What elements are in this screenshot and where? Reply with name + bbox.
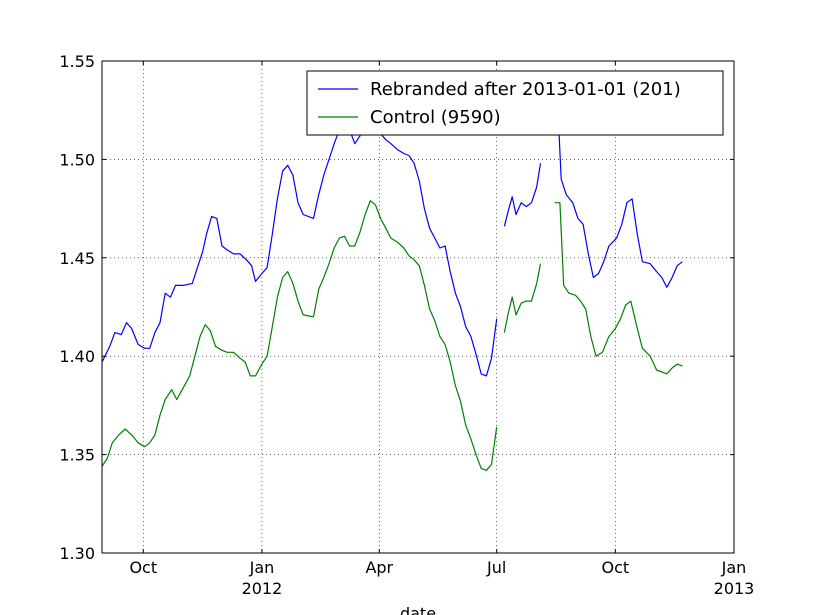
series-line-rebranded — [556, 96, 683, 288]
legend-label-rebranded: Rebranded after 2013-01-01 (201) — [370, 79, 681, 100]
x-tick-label: Oct — [602, 558, 630, 577]
series-line-control — [102, 200, 498, 471]
x-axis-label: date — [400, 604, 436, 615]
legend-frame — [306, 70, 724, 136]
x-tick-label: Jan — [721, 558, 747, 577]
series-line-control — [503, 263, 542, 333]
y-tick-label: 1.40 — [59, 347, 95, 366]
legend: Rebranded after 2013-01-01 (201) Control… — [306, 70, 724, 136]
series-group — [102, 96, 683, 471]
y-tick-label: 1.55 — [59, 52, 95, 71]
plot-area-frame — [101, 60, 735, 554]
y-tick-label: 1.50 — [59, 150, 95, 169]
x-tick-label: Jan — [249, 558, 275, 577]
x-tick-label: Apr — [365, 558, 393, 577]
axis-ticks: 1.30 1.35 1.40 1.45 1.50 1.55 Oct Jan 2012 Apr Jul… — [59, 52, 754, 598]
x-tick-year-label: 2012 — [242, 579, 283, 598]
series-line-control — [554, 202, 683, 375]
series-line-rebranded — [102, 109, 498, 377]
x-tick-label: Oct — [129, 558, 157, 577]
legend-label-control: Control (9590) — [370, 107, 501, 128]
y-tick-label: 1.30 — [59, 544, 95, 563]
series-line-rebranded — [503, 163, 542, 227]
x-tick-label: Jul — [486, 558, 506, 577]
x-tick-year-label: 2013 — [714, 579, 755, 598]
y-tick-label: 1.45 — [59, 249, 95, 268]
y-tick-label: 1.35 — [59, 446, 95, 465]
